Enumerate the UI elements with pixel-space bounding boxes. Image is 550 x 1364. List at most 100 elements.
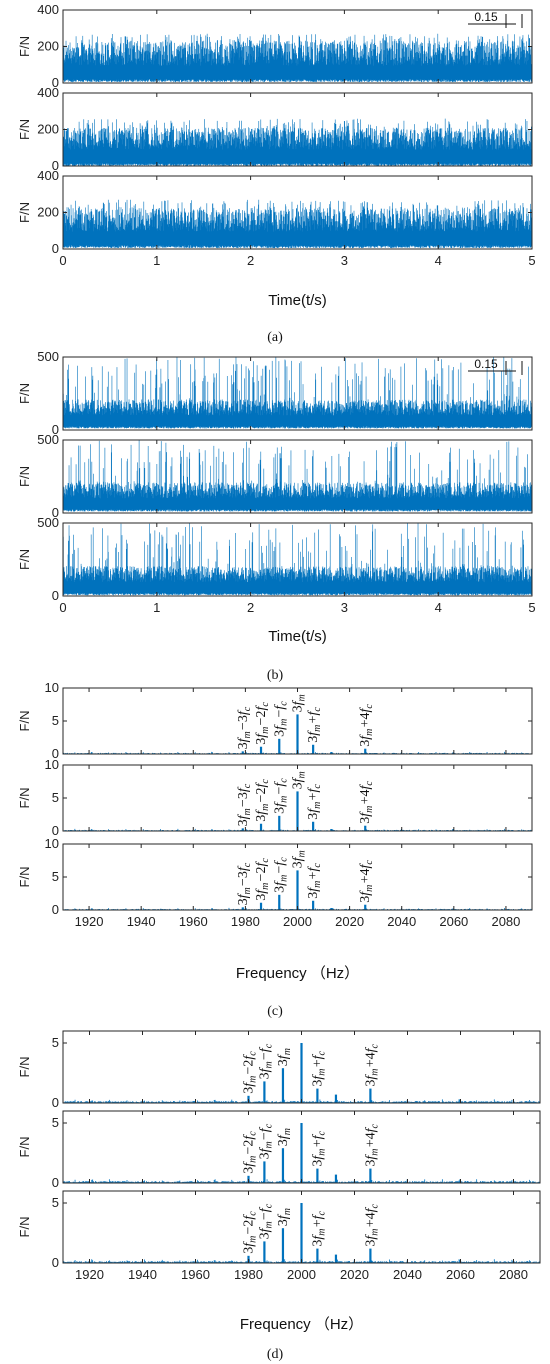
figure-caption: (b)	[267, 668, 284, 683]
chart-d-panel-1: 3fm −2fc 3fm −fc 3fm 3fm +fc 3fm +4fc 0 5…	[17, 1030, 541, 1110]
y-axis-label: F/N	[17, 867, 32, 888]
x-tick-label: 2040	[387, 914, 416, 929]
x-tick-label: 1	[153, 253, 160, 268]
figure-caption: (c)	[267, 1004, 283, 1019]
y-tick-label: 400	[37, 85, 59, 100]
x-tick-label: 2060	[446, 1267, 475, 1282]
chart-a: 0 200 400 F/N 0.15 0 200 400 F/N 0 200 400 F/N 0 1 2 3 4 5…	[17, 2, 536, 345]
y-tick-label: 500	[37, 432, 59, 447]
y-axis-label: F/N	[17, 383, 32, 404]
x-tick-label: 3	[341, 600, 348, 615]
y-tick-label: 200	[37, 205, 59, 220]
y-tick-label: 0	[52, 588, 59, 603]
chart-a-panel-3: 0 200 400 F/N 0 1 2 3 4 5	[17, 168, 536, 268]
x-tick-label: 2020	[335, 914, 364, 929]
peak-label: 3fm +4fc	[363, 1123, 380, 1167]
x-tick-label: 1960	[181, 1267, 210, 1282]
peak-label: 3fm +fc	[310, 1210, 327, 1247]
x-axis-label: Time(t/s)	[268, 628, 327, 645]
peak-label: 3fm +4fc	[358, 859, 375, 903]
chart-d-panel-2: 3fm −2fc 3fm −fc 3fm 3fm +fc 3fm +4fc 0 5…	[17, 1110, 541, 1190]
peak-label: 3fm −3fc	[236, 706, 253, 750]
x-tick-label: 5	[528, 253, 535, 268]
peak-label: 3fm	[276, 1127, 293, 1146]
y-axis-label: F/N	[17, 36, 32, 57]
y-tick-label: 0	[52, 902, 59, 917]
peak-label: 3fm +4fc	[363, 1203, 380, 1247]
y-axis-label: F/N	[17, 466, 32, 487]
chart-c: 3fm −3fc 3fm −2fc 3fm −fc 3fm 3fm +fc 3f…	[17, 680, 533, 1019]
y-tick-label: 0	[52, 75, 59, 90]
peak-label: 3fm	[291, 693, 308, 712]
y-tick-label: 500	[37, 349, 59, 364]
peak-label: 3fm +fc	[306, 783, 323, 820]
peak-label: 3fm	[276, 1047, 293, 1066]
chart-c-panel-3: 3fm −3fc 3fm −2fc 3fm −fc 3fm 3fm +fc 3f…	[17, 836, 533, 929]
x-axis-label: Time(t/s)	[268, 292, 327, 309]
y-axis-label: F/N	[17, 202, 32, 223]
y-axis-label: F/N	[17, 788, 32, 809]
x-tick-label: 2	[247, 253, 254, 268]
peak-label: 3fm −2fc	[242, 1050, 259, 1094]
y-tick-label: 10	[45, 836, 59, 851]
y-tick-label: 5	[52, 1035, 59, 1050]
x-tick-label: 1	[153, 600, 160, 615]
panel-frame	[62, 522, 533, 597]
y-tick-label: 0	[52, 823, 59, 838]
peak-label: 3fm	[291, 849, 308, 868]
x-tick-label: 1940	[127, 914, 156, 929]
x-tick-label: 4	[435, 253, 442, 268]
y-tick-label: 5	[52, 1195, 59, 1210]
peak-label: 3fm −fc	[272, 700, 289, 737]
figure-caption: (a)	[267, 330, 283, 345]
signal-trace	[62, 440, 533, 512]
x-tick-label: 1960	[179, 914, 208, 929]
x-tick-label: 2060	[439, 914, 468, 929]
peak-label: 3fm −fc	[257, 1043, 274, 1080]
peak-label: 3fm −fc	[257, 1123, 274, 1160]
chart-d: 3fm −2fc 3fm −fc 3fm 3fm +fc 3fm +4fc 0 5…	[17, 1030, 541, 1362]
signal-trace	[62, 199, 533, 249]
y-tick-label: 400	[37, 168, 59, 183]
x-tick-label: 0	[59, 253, 66, 268]
y-tick-label: 0	[52, 505, 59, 520]
peak-label: 3fm	[291, 770, 308, 789]
x-tick-label: 0	[59, 600, 66, 615]
peak-label: 3fm +4fc	[363, 1043, 380, 1087]
y-tick-label: 200	[37, 122, 59, 137]
peak-label: 3fm +fc	[306, 862, 323, 899]
y-tick-label: 0	[52, 1095, 59, 1110]
peak-label: 3fm +fc	[306, 706, 323, 743]
peak-label: 3fm −2fc	[254, 857, 271, 901]
chart-b-panel-3: 0 500 F/N 0 1 2 3 4 5	[17, 515, 536, 615]
peak-label: 3fm −2fc	[242, 1130, 259, 1174]
y-tick-label: 0	[52, 746, 59, 761]
chart-c-panel-1: 3fm −3fc 3fm −2fc 3fm −fc 3fm 3fm +fc 3f…	[17, 680, 533, 761]
x-tick-label: 2	[247, 600, 254, 615]
y-axis-label: F/N	[17, 119, 32, 140]
y-tick-label: 5	[52, 790, 59, 805]
x-tick-label: 2040	[393, 1267, 422, 1282]
peak-label: 3fm −3fc	[236, 862, 253, 906]
x-tick-label: 2020	[340, 1267, 369, 1282]
chart-a-panel-1: 0 200 400 F/N 0.15	[17, 2, 533, 90]
peak-label: 3fm +fc	[310, 1050, 327, 1087]
panel-frame	[62, 439, 533, 514]
y-tick-label: 5	[52, 713, 59, 728]
x-tick-label: 1940	[128, 1267, 157, 1282]
y-tick-label: 0	[52, 158, 59, 173]
x-tick-label: 1920	[75, 914, 104, 929]
peak-label: 3fm	[276, 1207, 293, 1226]
y-axis-label: F/N	[17, 549, 32, 570]
y-tick-label: 5	[52, 1115, 59, 1130]
panel-frame	[62, 356, 533, 431]
y-axis-label: F/N	[17, 711, 32, 732]
y-tick-label: 500	[37, 515, 59, 530]
peak-label: 3fm −fc	[257, 1203, 274, 1240]
x-tick-label: 3	[341, 253, 348, 268]
y-tick-label: 200	[37, 39, 59, 54]
y-tick-label: 10	[45, 757, 59, 772]
y-tick-label: 0	[52, 241, 59, 256]
peak-label: 3fm +4fc	[358, 703, 375, 747]
